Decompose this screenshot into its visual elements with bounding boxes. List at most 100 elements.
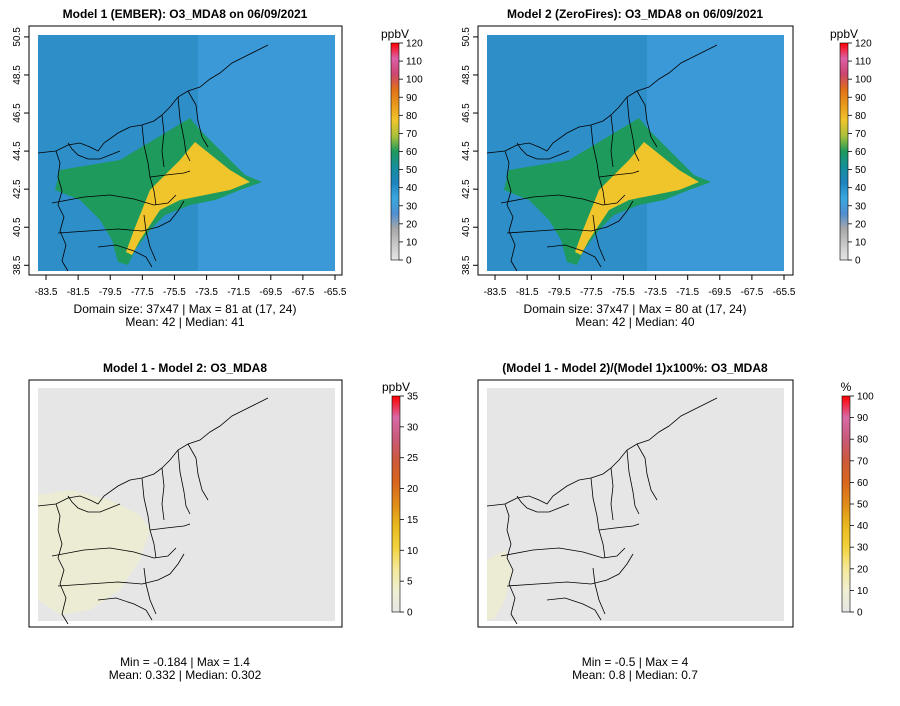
colorbar-tick-label: 30 [407,422,419,433]
colorbar-tick-label: 0 [406,256,412,267]
panel-model2: Model 2 (ZeroFires): O3_MDA8 on 06/09/20… [461,7,872,329]
caption-line-2: Mean: 0.332 | Median: 0.302 [109,668,262,682]
colorbar-tick-label: 120 [406,39,423,50]
x-tick-label: -83.5 [35,287,58,298]
x-tick-label: -65.5 [324,287,347,298]
y-tick-label: 48.5 [461,65,472,85]
colorbar-tick-label: 80 [857,435,869,446]
colorbar-ramp [839,42,849,261]
colorbar-tick-label: 10 [407,546,419,557]
colorbar-tick-label: 110 [855,57,871,68]
x-axis: -83.5 -81.5 -79.5 -77.5 -75.5 -73.5 -71.5 -69.5… [484,275,796,298]
colorbar-tick-label: 50 [857,500,869,511]
colorbar-tick-label: 30 [857,543,869,554]
plot-frame [28,379,343,628]
x-tick-label: -71.5 [676,287,699,298]
colorbar-tick-label: 100 [855,75,872,86]
colorbar: ppbV 0 5 10 15 20 25 30 35 [382,380,419,619]
caption-line-1: Domain size: 37x47 | Max = 81 at (17, 24… [74,302,297,316]
colorbar-tick-label: 110 [406,57,422,68]
y-tick-label: 48.5 [12,65,23,85]
colorbar-tick-label: 90 [857,413,869,424]
colorbar-tick-label: 80 [855,111,867,122]
y-tick-label: 46.5 [12,103,23,123]
panel-title: Model 2 (ZeroFires): O3_MDA8 on 06/09/20… [507,7,763,21]
caption-line-2: Mean: 42 | Median: 40 [575,315,695,329]
map-grey [487,388,784,621]
x-tick-label: -69.5 [708,287,731,298]
ozone-plume-core [575,142,699,255]
y-tick-label: 42.5 [12,179,23,199]
x-tick-label: -73.5 [644,287,667,298]
panel-percent-difference: (Model 1 - Model 2)/(Model 1)x100%: O3_M… [477,361,874,682]
colorbar-tick-label: 10 [855,237,867,248]
colorbar-tick-label: 30 [855,201,867,212]
y-tick-label: 50.5 [461,27,472,47]
ozone-plume-core [126,142,250,255]
colorbar-tick-label: 30 [406,201,418,212]
caption-line-1: Min = -0.184 | Max = 1.4 [120,655,250,669]
colorbar-tick-label: 40 [406,183,418,194]
x-tick-label: -83.5 [484,287,507,298]
y-axis: 38.5 40.5 42.5 44.5 46.5 48.5 50.5 [12,27,29,275]
plot-frame [477,25,794,276]
caption-line-1: Min = -0.5 | Max = 4 [582,655,689,669]
panel-difference: Model 1 - Model 2: O3_MDA8 ppbV 0 5 10 15 20 2… [28,361,419,682]
y-tick-label: 50.5 [12,27,23,47]
colorbar: % 0 10 20 30 40 50 60 70 80 90 100 [841,380,874,619]
colorbar-tick-label: 60 [406,147,418,158]
x-tick-label: -79.5 [99,287,122,298]
x-tick-label: -77.5 [131,287,154,298]
colorbar-tick-label: 60 [857,478,869,489]
caption-line-2: Mean: 0.8 | Median: 0.7 [572,668,698,682]
x-tick-label: -67.5 [291,287,314,298]
colorbar-tick-label: 10 [406,237,418,248]
x-tick-label: -73.5 [195,287,218,298]
colorbar-tick-label: 120 [855,39,872,50]
colorbar-unit: ppbV [381,27,409,41]
colorbar-tick-label: 15 [407,515,419,526]
colorbar-ramp [841,395,851,613]
colorbar-tick-label: 0 [855,256,861,267]
colorbar-tick-label: 20 [406,219,418,230]
colorbar-tick-label: 100 [406,75,423,86]
panel-title: (Model 1 - Model 2)/(Model 1)x100%: O3_M… [502,361,768,375]
colorbar-tick-label: 10 [857,586,869,597]
y-tick-label: 38.5 [461,255,472,275]
y-tick-label: 38.5 [12,255,23,275]
y-tick-label: 44.5 [12,141,23,161]
colorbar-tick-label: 70 [857,456,869,467]
heatmap-grid [487,388,784,621]
heatmap-grid [38,35,335,271]
caption-line-2: Mean: 42 | Median: 41 [125,315,245,329]
colorbar-tick-label: 90 [406,93,418,104]
panel-model1: Model 1 (EMBER): O3_MDA8 on 06/09/2021 -… [12,7,423,329]
diff-patch [487,550,512,620]
x-tick-label: -65.5 [773,287,796,298]
colorbar-tick-label: 0 [407,608,413,619]
colorbar-tick-label: 20 [857,564,869,575]
x-tick-label: -77.5 [580,287,603,298]
colorbar-tick-label: 0 [857,608,863,619]
x-tick-label: -71.5 [227,287,250,298]
y-tick-label: 40.5 [12,217,23,237]
y-tick-label: 40.5 [461,217,472,237]
y-tick-label: 42.5 [461,179,472,199]
x-axis: -83.5 -81.5 -79.5 -77.5 -75.5 -73.5 -71.5 -69.5… [35,275,347,298]
colorbar-tick-label: 20 [855,219,867,230]
y-tick-label: 44.5 [461,141,472,161]
x-tick-label: -67.5 [740,287,763,298]
colorbar-unit: ppbV [382,380,410,394]
colorbar-tick-label: 70 [855,129,867,140]
caption-line-1: Domain size: 37x47 | Max = 80 at (17, 24… [524,302,747,316]
colorbar: ppbV 0 10 20 30 40 50 60 70 80 90 100 110 120 [830,27,872,267]
plot-frame [477,379,794,628]
colorbar-tick-label: 50 [406,165,418,176]
colorbar-tick-label: 60 [855,147,867,158]
colorbar-tick-label: 20 [407,484,419,495]
colorbar-tick-label: 40 [857,521,869,532]
colorbar: ppbV 0 10 20 30 40 50 60 70 80 90 100 110 120 [381,27,423,267]
colorbar-ramp [391,395,401,613]
diff-patch [38,490,150,615]
